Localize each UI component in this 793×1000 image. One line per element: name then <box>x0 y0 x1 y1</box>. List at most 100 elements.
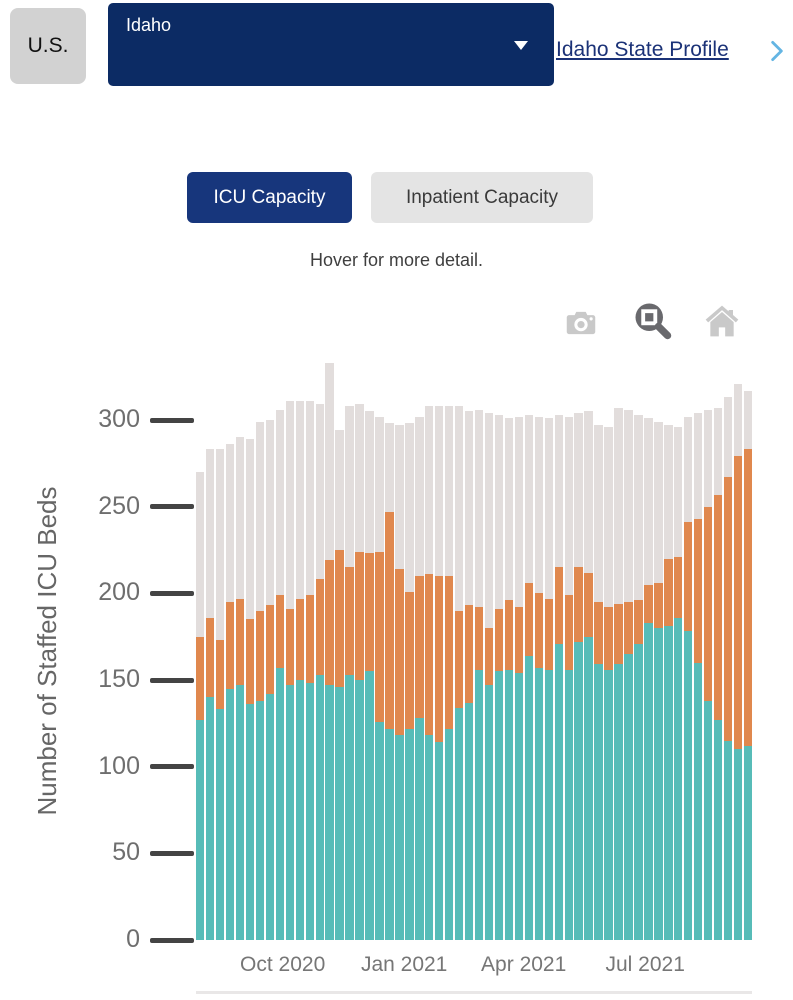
bar-week-25[interactable] <box>435 406 444 940</box>
gray-available-segment <box>723 397 733 478</box>
orange-covid-segment <box>674 556 683 618</box>
teal-occupied-segment <box>295 679 304 940</box>
bar-week-2[interactable] <box>205 449 215 940</box>
bar-week-56[interactable] <box>743 390 753 940</box>
bar-week-9[interactable] <box>275 409 285 940</box>
state-profile-link[interactable]: Idaho State Profile <box>556 38 729 61</box>
gray-available-segment <box>703 409 713 507</box>
zoom-icon[interactable] <box>630 298 674 347</box>
teal-occupied-segment <box>265 693 275 940</box>
bar-week-46[interactable] <box>644 418 653 940</box>
orange-covid-segment <box>494 608 504 672</box>
bar-week-3[interactable] <box>215 449 225 940</box>
chevron-right-icon[interactable] <box>764 38 790 64</box>
bar-week-43[interactable] <box>614 407 623 940</box>
bar-week-31[interactable] <box>494 414 504 940</box>
camera-icon[interactable] <box>562 304 600 347</box>
bar-week-14[interactable] <box>325 362 334 940</box>
hover-hint-text: Hover for more detail. <box>309 250 484 270</box>
home-icon[interactable] <box>702 303 742 348</box>
bar-week-28[interactable] <box>464 411 474 940</box>
tab-icu-capacity[interactable]: ICU Capacity <box>187 172 352 223</box>
orange-covid-segment <box>713 494 723 720</box>
bar-week-37[interactable] <box>554 414 563 940</box>
bar-week-55[interactable] <box>733 383 743 940</box>
teal-occupied-segment <box>644 622 653 940</box>
bar-week-44[interactable] <box>624 409 633 940</box>
bar-week-1[interactable] <box>196 472 205 940</box>
bar-week-5[interactable] <box>235 437 245 940</box>
bar-week-24[interactable] <box>425 406 434 940</box>
orange-covid-segment <box>225 601 235 689</box>
bar-week-40[interactable] <box>584 411 593 940</box>
bar-week-51[interactable] <box>694 413 703 940</box>
teal-occupied-segment <box>305 683 314 940</box>
bar-week-23[interactable] <box>415 416 424 940</box>
bar-week-52[interactable] <box>703 409 713 940</box>
orange-covid-segment <box>733 456 743 750</box>
bar-week-50[interactable] <box>684 416 693 940</box>
gray-available-segment <box>684 416 693 523</box>
bar-week-35[interactable] <box>534 416 544 940</box>
bar-week-30[interactable] <box>484 413 494 940</box>
bar-week-12[interactable] <box>305 400 314 940</box>
teal-occupied-segment <box>285 685 295 940</box>
bar-week-6[interactable] <box>245 439 255 940</box>
orange-covid-segment <box>395 569 404 736</box>
teal-occupied-segment <box>225 688 235 940</box>
gray-available-segment <box>395 425 404 570</box>
bar-week-34[interactable] <box>524 414 534 940</box>
bar-week-27[interactable] <box>454 406 464 940</box>
tab-inpatient-capacity[interactable]: Inpatient Capacity <box>371 172 593 223</box>
bar-week-41[interactable] <box>594 425 603 940</box>
gray-available-segment <box>275 409 285 596</box>
teal-occupied-segment <box>674 617 683 940</box>
bar-week-4[interactable] <box>225 444 235 940</box>
bar-week-21[interactable] <box>395 425 404 940</box>
teal-occupied-segment <box>684 631 693 940</box>
chart-bottom-divider <box>196 991 752 994</box>
bar-week-8[interactable] <box>265 420 275 940</box>
teal-occupied-segment <box>355 679 364 940</box>
gray-available-segment <box>584 411 593 573</box>
bar-week-47[interactable] <box>654 421 663 940</box>
bar-week-48[interactable] <box>664 425 673 940</box>
bar-week-53[interactable] <box>713 407 723 940</box>
orange-covid-segment <box>315 579 324 675</box>
bar-week-22[interactable] <box>405 423 414 940</box>
bar-week-42[interactable] <box>604 426 613 940</box>
y-tick-label-150: 150 <box>98 665 140 693</box>
bar-week-15[interactable] <box>335 430 344 940</box>
state-dropdown[interactable]: Idaho <box>108 3 554 86</box>
x-tick-label-apr-2021: Apr 2021 <box>481 953 567 976</box>
bar-week-19[interactable] <box>375 416 384 940</box>
orange-covid-segment <box>235 598 245 686</box>
bar-week-38[interactable] <box>564 416 573 940</box>
bar-week-29[interactable] <box>474 409 484 940</box>
gray-available-segment <box>385 423 394 512</box>
bar-week-17[interactable] <box>355 404 364 940</box>
orange-covid-segment <box>265 605 275 694</box>
bar-week-13[interactable] <box>315 404 324 940</box>
us-button[interactable]: U.S. <box>10 8 86 84</box>
bar-week-7[interactable] <box>255 421 265 940</box>
teal-occupied-segment <box>335 686 344 940</box>
bar-week-32[interactable] <box>504 418 514 940</box>
gray-available-segment <box>694 413 703 519</box>
orange-covid-segment <box>355 551 364 680</box>
orange-covid-segment <box>723 477 733 741</box>
bar-week-39[interactable] <box>574 413 583 940</box>
bar-week-36[interactable] <box>544 418 553 940</box>
orange-covid-segment <box>524 582 534 656</box>
bar-week-20[interactable] <box>385 423 394 940</box>
bar-week-49[interactable] <box>674 426 683 940</box>
bar-week-26[interactable] <box>445 406 454 940</box>
bar-week-18[interactable] <box>365 411 374 940</box>
orange-covid-segment <box>464 605 474 703</box>
bar-week-10[interactable] <box>285 400 295 940</box>
bar-week-33[interactable] <box>514 416 524 940</box>
bar-week-54[interactable] <box>723 397 733 940</box>
bar-week-11[interactable] <box>295 400 304 940</box>
bar-week-45[interactable] <box>634 414 643 940</box>
bar-week-16[interactable] <box>345 406 354 940</box>
